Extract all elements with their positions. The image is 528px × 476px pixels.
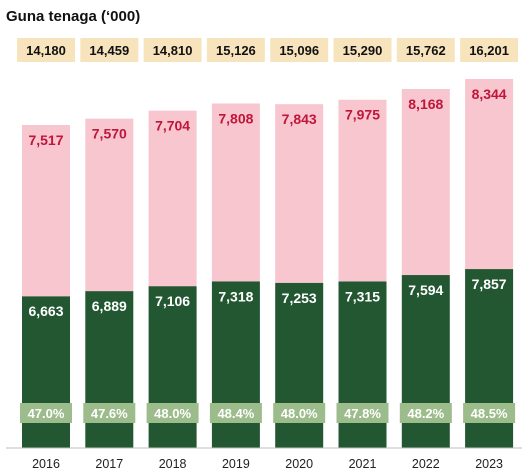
share-label: 47.6%	[91, 406, 128, 421]
bar-segment-bottom	[148, 286, 197, 448]
share-label: 48.2%	[407, 406, 444, 421]
total-box	[206, 38, 265, 62]
share-box	[399, 403, 452, 423]
share-label: 48.0%	[281, 406, 318, 421]
top-segment-value-label: 7,975	[345, 107, 380, 123]
top-segment-value-label: 7,808	[218, 110, 253, 126]
share-box	[209, 403, 262, 423]
bar-segment-bottom	[275, 282, 324, 448]
x-tick-label: 2020	[285, 457, 313, 471]
share-box	[146, 403, 199, 423]
share-box	[463, 403, 516, 423]
share-label: 47.0%	[28, 406, 65, 421]
total-box	[333, 38, 392, 62]
share-label: 48.0%	[154, 406, 191, 421]
chart-title: Guna tenaga (‘000)	[6, 8, 140, 25]
bottom-segment-value-label: 7,106	[155, 293, 190, 309]
bottom-segment-value-label: 6,663	[28, 303, 63, 319]
share-box	[336, 403, 389, 423]
bottom-segment-value-label: 7,253	[282, 290, 317, 306]
total-box	[80, 38, 139, 62]
bar-segment-top	[275, 104, 324, 283]
total-label: 14,180	[26, 43, 66, 58]
top-segment-value-label: 7,704	[155, 118, 190, 134]
x-axis-tick-labels: 2016 2017 2018 2019 2020 2021 2022 2023	[32, 457, 503, 471]
bar-segment-top	[22, 125, 70, 297]
bottom-segment-value-label: 6,889	[92, 298, 127, 314]
x-tick-label: 2016	[32, 457, 60, 471]
total-label: 15,290	[343, 43, 383, 58]
bottom-segment-value-label: 7,315	[345, 288, 380, 304]
total-label: 14,810	[153, 43, 193, 58]
x-tick-label: 2021	[349, 457, 377, 471]
x-tick-label: 2022	[412, 457, 440, 471]
x-tick-label: 2018	[159, 457, 187, 471]
total-box	[270, 38, 329, 62]
total-box	[460, 38, 519, 62]
share-label: 48.5%	[471, 406, 508, 421]
bottom-segment-value-label: 7,594	[408, 282, 443, 298]
bottom-segment-value-label: 7,857	[472, 276, 507, 292]
x-tick-label: 2023	[475, 457, 503, 471]
total-label: 14,459	[89, 43, 129, 58]
bar-segment-top	[148, 110, 197, 287]
bar-segment-top	[465, 79, 514, 270]
bar-segment-bottom	[85, 291, 134, 448]
top-segment-value-label: 7,570	[92, 126, 127, 142]
totals-row: 14,180 14,459 14,810 15,126 15,096 15,290 15,7…	[17, 38, 519, 62]
bar-segment-top	[338, 99, 387, 282]
share-box	[20, 403, 72, 423]
share-box	[273, 403, 326, 423]
total-label: 15,096	[279, 43, 319, 58]
top-segment-value-label: 8,168	[408, 96, 443, 112]
bar-segment-top	[85, 118, 134, 292]
bar-segment-top	[211, 103, 260, 282]
share-label: 48.4%	[217, 406, 254, 421]
bar-segment-bottom	[338, 281, 387, 448]
total-box	[396, 38, 455, 62]
bar-segment-top	[401, 88, 450, 276]
total-box	[143, 38, 202, 62]
total-label: 16,201	[469, 43, 509, 58]
total-box	[17, 38, 75, 62]
bottom-segment-value-label: 7,318	[218, 288, 253, 304]
top-segment-value-label: 8,344	[472, 86, 507, 102]
total-label: 15,762	[406, 43, 446, 58]
x-tick-label: 2019	[222, 457, 250, 471]
share-label: 47.8%	[344, 406, 381, 421]
total-label: 15,126	[216, 43, 256, 58]
top-segment-value-label: 7,843	[282, 111, 317, 127]
share-box	[83, 403, 136, 423]
top-segment-value-label: 7,517	[28, 132, 63, 148]
x-tick-label: 2017	[95, 457, 123, 471]
bar-labels: 7,517 6,663 47.0% 7,570 6,889 47.6% 7,704 7,106…	[20, 86, 516, 423]
